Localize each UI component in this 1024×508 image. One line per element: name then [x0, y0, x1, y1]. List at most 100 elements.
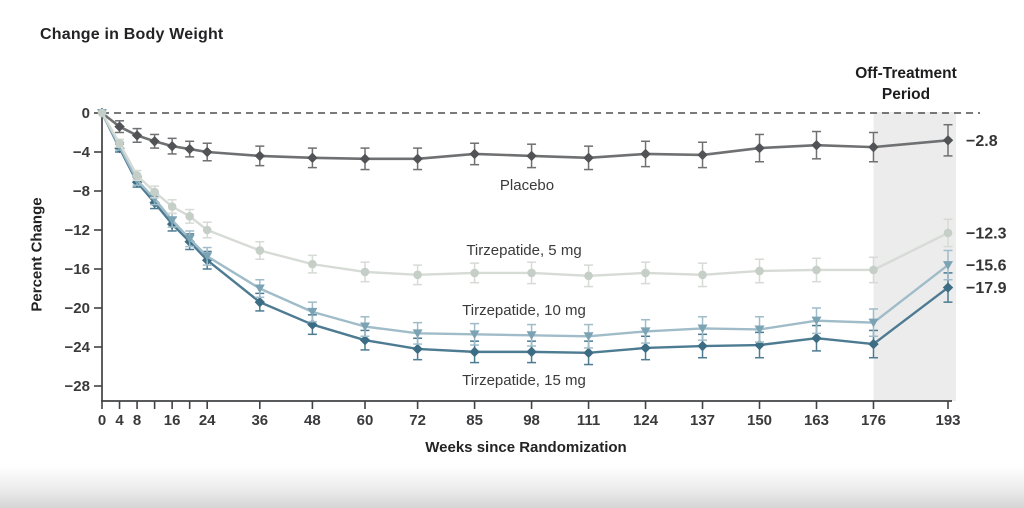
data-point-marker [412, 153, 423, 165]
data-point-marker [307, 307, 318, 317]
x-tick-label: 98 [523, 412, 540, 429]
x-tick-label: 163 [804, 412, 829, 429]
data-point-marker [943, 228, 953, 238]
data-point-marker [307, 152, 318, 164]
data-point-marker [584, 271, 593, 281]
y-tick-label: 0 [82, 105, 90, 122]
y-tick-label: −16 [65, 261, 90, 278]
data-point-marker [868, 338, 879, 350]
data-point-marker [360, 267, 370, 277]
data-point-marker [526, 346, 537, 358]
x-tick-label: 176 [861, 412, 886, 429]
data-point-marker [526, 331, 537, 341]
x-axis-label: Weeks since Randomization [425, 439, 627, 456]
series-label-placebo: Placebo [500, 177, 554, 194]
data-point-marker [184, 234, 195, 244]
data-point-marker [360, 322, 371, 332]
data-point-marker [97, 108, 107, 118]
data-point-marker [412, 329, 423, 339]
y-tick-label: −28 [65, 378, 90, 395]
data-point-marker [754, 325, 765, 335]
data-point-marker [526, 150, 537, 162]
y-tick-label: −20 [65, 300, 90, 317]
x-tick-label: 16 [164, 412, 181, 429]
data-point-marker [812, 265, 821, 275]
off-treatment-period-label: Off-Treatment Period [855, 65, 957, 103]
data-point-marker [470, 268, 479, 278]
series-label-tirzepatide-10-mg: Tirzepatide, 10 mg [462, 302, 586, 319]
data-point-marker [811, 139, 822, 151]
end-value-label-tirzepatide-5-mg: −12.3 [966, 225, 1007, 242]
x-tick-label: 24 [199, 412, 216, 429]
series-line [100, 112, 949, 355]
data-point-marker [641, 268, 650, 278]
data-point-marker [412, 343, 423, 355]
data-point-marker [166, 140, 178, 152]
data-point-marker [698, 270, 707, 280]
data-point-marker [202, 252, 213, 262]
off-treatment-band [873, 112, 956, 401]
data-point-marker [184, 143, 195, 155]
data-point-marker [697, 340, 708, 352]
end-value-label-placebo: −2.8 [966, 133, 998, 150]
y-tick-label: −8 [73, 183, 90, 200]
bottom-gradient-strip [0, 466, 1024, 508]
data-point-marker [254, 150, 266, 162]
data-point-marker [811, 316, 822, 326]
data-point-marker [469, 346, 480, 358]
x-tick-label: 137 [690, 412, 715, 429]
data-point-marker [149, 194, 160, 204]
x-tick-label: 8 [133, 412, 141, 429]
data-point-marker [150, 187, 159, 197]
y-tick-label: −4 [73, 144, 91, 161]
x-tick-label: 0 [98, 412, 106, 429]
end-value-label-tirzepatide-15-mg: −17.9 [966, 280, 1007, 297]
data-point-marker [413, 270, 422, 280]
x-tick-label: 4 [115, 412, 124, 429]
data-point-marker [359, 334, 371, 346]
data-point-marker [583, 152, 594, 164]
y-tick-label: −12 [65, 222, 90, 239]
x-tick-label: 150 [747, 412, 772, 429]
series-tirzepatide-5-mg [97, 108, 953, 288]
series-label-tirzepatide-15-mg: Tirzepatide, 15 mg [462, 372, 586, 389]
y-tick-label: −24 [65, 339, 91, 356]
data-point-marker [868, 318, 879, 328]
data-point-marker [754, 142, 765, 154]
data-point-marker [132, 171, 142, 180]
series-line [100, 112, 949, 338]
x-tick-label: 72 [409, 412, 426, 429]
x-tick-label: 36 [251, 412, 268, 429]
data-point-marker [149, 136, 160, 147]
data-point-marker [942, 135, 954, 146]
data-point-marker [942, 282, 954, 293]
data-point-marker [469, 148, 480, 160]
series-label-tirzepatide-5-mg: Tirzepatide, 5 mg [466, 242, 581, 259]
y-axis-label: Percent Change [28, 197, 46, 312]
x-tick-label: 60 [357, 412, 374, 429]
data-point-marker [527, 268, 536, 278]
data-point-marker [640, 148, 651, 160]
data-point-marker [254, 296, 266, 308]
data-point-marker [640, 327, 651, 337]
x-tick-label: 124 [633, 412, 659, 429]
data-point-marker [254, 284, 265, 294]
data-point-marker [869, 265, 878, 275]
data-point-marker [583, 347, 594, 359]
data-point-marker [202, 146, 213, 158]
x-tick-label: 193 [935, 412, 960, 429]
x-tick-label: 48 [304, 412, 321, 429]
data-point-marker [167, 216, 178, 225]
data-point-marker [868, 141, 879, 153]
data-point-marker [697, 149, 708, 161]
data-point-marker [583, 332, 594, 342]
series-placebo [96, 107, 954, 171]
data-point-marker [308, 259, 317, 269]
end-value-label-tirzepatide-10-mg: −15.6 [966, 258, 1007, 275]
data-point-marker [114, 121, 125, 132]
data-point-marker [202, 225, 212, 235]
chart-title: Change in Body Weight [40, 26, 224, 43]
series-line [101, 111, 949, 161]
data-point-marker [115, 138, 124, 148]
